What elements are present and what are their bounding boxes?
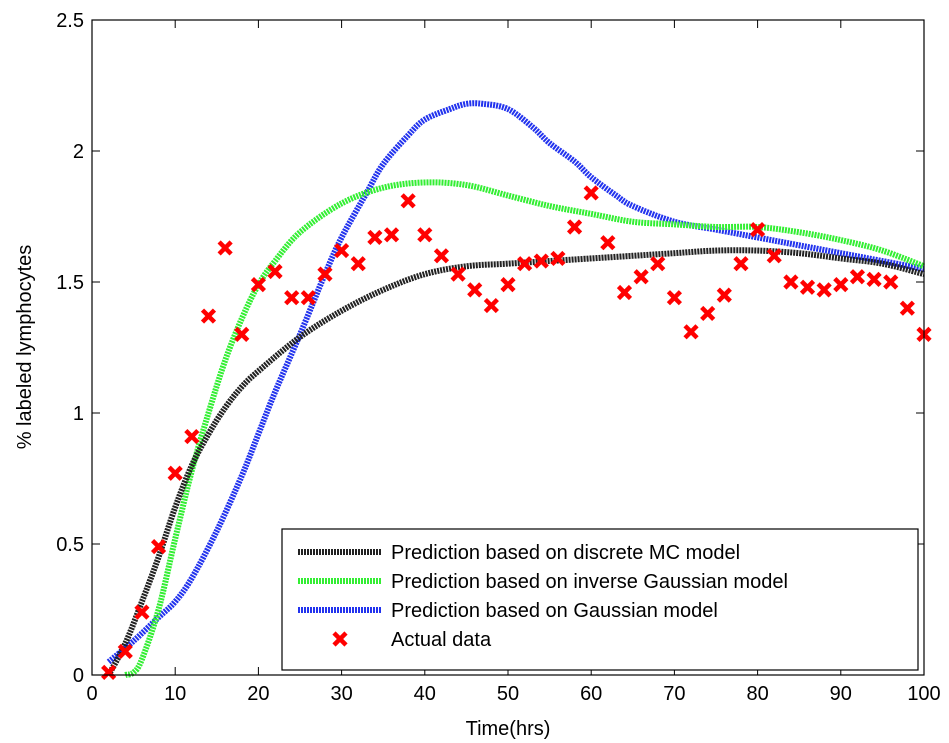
data-point-marker [733,256,749,272]
x-tick-label: 90 [830,683,852,705]
legend-box [281,528,919,671]
data-point-marker [167,465,183,481]
y-tick-label: 2.5 [56,10,84,32]
data-point-marker [450,266,466,282]
data-point-marker [683,324,699,340]
x-tick-label: 80 [746,683,768,705]
data-point-marker [134,604,150,620]
x-axis-ticks: 0 10 20 30 40 50 60 70 80 90 100 [86,20,941,705]
data-point-marker [317,266,333,282]
x-axis-label: Time(hrs) [466,718,551,740]
x-tick-label: 60 [580,683,602,705]
y-axis-ticks: 0 0.5 1 1.5 2 2.5 [56,10,924,687]
data-point-marker [883,274,899,290]
data-point-marker [866,271,882,287]
legend-label: Actual data [391,629,492,651]
legend: Prediction based on discrete MC model Pre… [281,528,919,671]
series-line-0 [105,247,925,677]
data-point-marker [383,227,400,243]
data-point-marker [267,263,283,280]
data-point-marker [550,250,566,267]
data-point-marker [716,287,732,303]
y-tick-label: 0.5 [56,534,84,556]
data-point-marker [899,300,915,316]
x-tick-label: 20 [247,683,269,705]
data-point-marker [799,279,816,295]
data-point-marker [533,253,549,269]
data-point-marker [816,282,832,298]
data-point-marker [566,219,583,235]
legend-swatch-marker [332,631,348,647]
legend-label: Prediction based on discrete MC model [391,542,740,564]
data-point-marker [200,308,217,324]
data-point-marker [250,277,266,293]
data-point-marker [184,428,200,445]
data-point-marker [583,185,599,201]
data-point-marker [334,242,350,259]
legend-items: Prediction based on discrete MC model Pre… [298,542,788,651]
data-point-marker [400,193,416,209]
data-point-marker [700,305,716,322]
data-point-marker [849,269,866,285]
data-point-marker [783,274,799,290]
x-tick-label: 0 [86,683,97,705]
x-tick-label: 30 [330,683,352,705]
data-point-marker [633,269,649,285]
x-tick-label: 100 [907,683,940,705]
x-tick-label: 50 [497,683,519,705]
data-point-marker [284,290,300,306]
y-tick-label: 0 [73,665,84,687]
data-point-marker [217,240,233,256]
data-point-marker [766,248,782,264]
series-layer [101,100,932,680]
y-axis-label: % labeled lymphocytes [14,245,36,450]
data-point-marker [517,256,533,272]
data-point-marker [117,643,133,660]
data-point-marker [467,282,483,298]
data-point-marker [600,235,616,251]
x-tick-label: 40 [414,683,436,705]
legend-label: Prediction based on Gaussian model [391,600,718,622]
data-point-marker [433,248,450,264]
y-tick-label: 1.5 [56,272,84,294]
data-point-marker [750,222,766,238]
data-point-marker [300,290,316,306]
y-tick-label: 1 [73,403,84,425]
legend-label: Prediction based on inverse Gaussian mod… [391,571,788,593]
data-point-marker [833,277,849,293]
x-tick-label: 10 [164,683,186,705]
plot-frame [91,19,925,676]
data-point-marker [350,256,366,272]
data-point-marker [150,539,167,555]
data-point-marker [483,297,499,314]
data-point-marker [367,229,383,246]
series-line-1 [124,179,926,678]
y-tick-label: 2 [73,141,84,163]
data-point-marker [666,290,682,306]
data-point-marker [650,256,666,272]
data-point-marker [101,664,117,680]
data-point-marker [616,284,633,301]
data-point-marker [234,326,250,342]
data-point-marker [500,277,516,293]
data-point-marker [417,227,433,243]
x-tick-label: 70 [663,683,685,705]
